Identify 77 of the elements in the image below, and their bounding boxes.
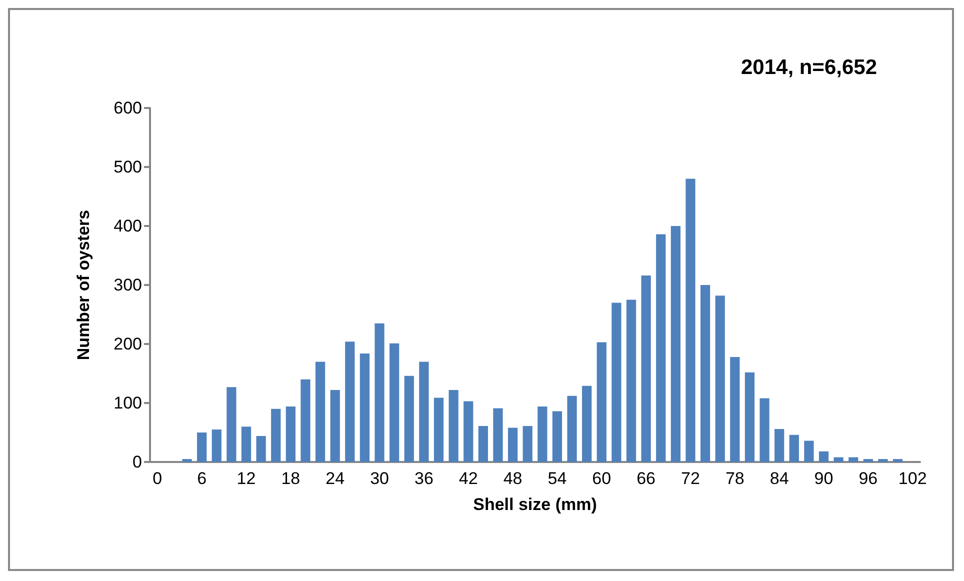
x-tick-label: 48 bbox=[503, 469, 522, 488]
bar bbox=[686, 178, 696, 462]
chart-title: 2014, n=6,652 bbox=[740, 56, 878, 79]
x-tick-label: 6 bbox=[197, 469, 207, 488]
bar bbox=[567, 396, 577, 462]
bar bbox=[730, 356, 740, 462]
x-tick-label: 30 bbox=[370, 469, 389, 488]
y-tick-label: 400 bbox=[114, 216, 142, 236]
bar bbox=[212, 430, 222, 462]
bar bbox=[848, 457, 858, 462]
x-tick-label: 0 bbox=[152, 469, 162, 488]
bar bbox=[789, 434, 799, 462]
bar bbox=[744, 372, 755, 462]
x-tick-label: 42 bbox=[458, 469, 478, 488]
bar bbox=[508, 428, 518, 462]
bar bbox=[374, 323, 384, 462]
bar bbox=[670, 226, 680, 462]
bar bbox=[774, 428, 784, 462]
x-tick-label: 36 bbox=[414, 469, 434, 488]
x-tick-label: 90 bbox=[814, 469, 834, 488]
bar bbox=[612, 302, 622, 462]
bar bbox=[330, 390, 340, 462]
bar bbox=[715, 296, 725, 462]
bar bbox=[360, 353, 370, 462]
y-tick-label: 500 bbox=[114, 158, 142, 176]
bar bbox=[182, 459, 192, 462]
bar bbox=[538, 406, 548, 462]
bar bbox=[315, 362, 326, 462]
bar bbox=[478, 426, 488, 462]
bar bbox=[818, 451, 829, 462]
y-tick-label: 300 bbox=[114, 276, 142, 294]
bar bbox=[700, 285, 710, 462]
bar bbox=[863, 459, 873, 462]
bar bbox=[834, 457, 844, 462]
bar bbox=[197, 432, 207, 462]
bar bbox=[493, 408, 503, 462]
bar bbox=[656, 234, 666, 462]
x-tick-label: 60 bbox=[592, 469, 612, 488]
bar bbox=[404, 376, 414, 462]
bar bbox=[804, 440, 814, 462]
y-tick-label: 100 bbox=[114, 394, 142, 412]
y-axis-title: Number of oysters bbox=[74, 210, 93, 360]
x-tick-label: 72 bbox=[681, 469, 700, 488]
bar bbox=[241, 426, 252, 462]
bar bbox=[596, 342, 606, 462]
bar bbox=[582, 386, 592, 462]
x-tick-label: 18 bbox=[281, 469, 300, 488]
bar bbox=[256, 436, 266, 462]
x-tick-label: 54 bbox=[548, 469, 567, 488]
bar bbox=[552, 411, 562, 462]
bar bbox=[878, 459, 888, 462]
x-tick-label: 102 bbox=[898, 469, 927, 488]
bar bbox=[892, 459, 903, 462]
x-axis-title: Shell size (mm) bbox=[473, 495, 597, 514]
x-tick-label: 96 bbox=[858, 469, 878, 488]
x-tick-label: 78 bbox=[725, 469, 744, 488]
bar bbox=[286, 406, 296, 462]
bar bbox=[448, 390, 458, 462]
bar bbox=[434, 398, 444, 462]
bar bbox=[390, 343, 400, 462]
x-tick-label: 24 bbox=[326, 469, 345, 488]
bar bbox=[300, 379, 310, 462]
x-tick-label: 66 bbox=[636, 469, 656, 488]
bar bbox=[760, 398, 770, 462]
y-tick-label: 0 bbox=[132, 452, 142, 472]
bar bbox=[522, 426, 532, 462]
x-tick-label: 84 bbox=[770, 469, 789, 488]
bar bbox=[626, 300, 636, 462]
bar bbox=[226, 387, 236, 462]
y-tick-label: 200 bbox=[114, 334, 142, 354]
bar bbox=[271, 408, 281, 462]
bar bbox=[345, 342, 355, 462]
bar bbox=[419, 362, 429, 462]
x-tick-label: 12 bbox=[236, 469, 256, 488]
bar bbox=[641, 276, 651, 462]
y-tick-label: 600 bbox=[114, 98, 142, 118]
bar bbox=[464, 401, 474, 462]
